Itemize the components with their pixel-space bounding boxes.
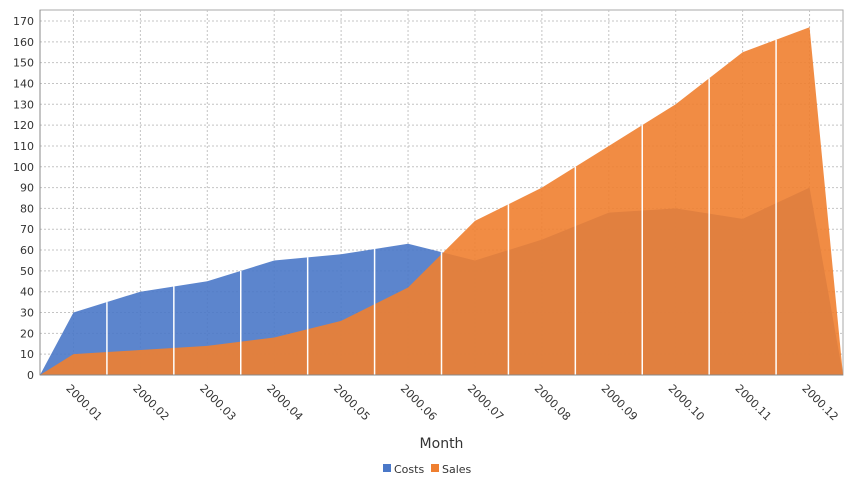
y-tick-label: 160 (13, 36, 34, 49)
x-axis-label: Month (420, 436, 464, 452)
y-tick-label: 10 (20, 348, 34, 361)
x-tick-label: 2000.10 (666, 382, 707, 423)
y-tick-label: 90 (20, 182, 34, 195)
x-tick-label: 2000.04 (264, 382, 305, 423)
x-tick-label: 2000.02 (130, 382, 171, 423)
legend-swatch-costs (383, 464, 391, 472)
x-tick-label: 2000.12 (799, 382, 840, 423)
y-tick-label: 100 (13, 161, 34, 174)
x-tick-label: 2000.03 (197, 382, 238, 423)
y-tick-label: 70 (20, 223, 34, 236)
x-tick-label: 2000.07 (465, 382, 506, 423)
y-tick-label: 30 (20, 307, 34, 320)
y-tick-label: 50 (20, 265, 34, 278)
y-tick-label: 120 (13, 119, 34, 132)
legend-label-costs: Costs (394, 463, 424, 476)
x-tick-label: 2000.09 (599, 382, 640, 423)
y-tick-label: 40 (20, 286, 34, 299)
y-tick-label: 20 (20, 327, 34, 340)
y-tick-label: 60 (20, 244, 34, 257)
legend-swatch-sales (431, 464, 439, 472)
y-tick-label: 80 (20, 202, 34, 215)
x-tick-label: 2000.08 (532, 382, 573, 423)
y-tick-label: 170 (13, 15, 34, 28)
x-tick-label: 2000.01 (63, 382, 104, 423)
y-tick-label: 140 (13, 77, 34, 90)
y-tick-label: 130 (13, 98, 34, 111)
x-tick-label: 2000.11 (733, 382, 774, 423)
y-tick-label: 110 (13, 140, 34, 153)
legend-label-sales: Sales (442, 463, 472, 476)
x-tick-label: 2000.06 (398, 382, 439, 423)
y-tick-label: 0 (27, 369, 34, 382)
y-tick-label: 150 (13, 57, 34, 70)
x-tick-label: 2000.05 (331, 382, 372, 423)
